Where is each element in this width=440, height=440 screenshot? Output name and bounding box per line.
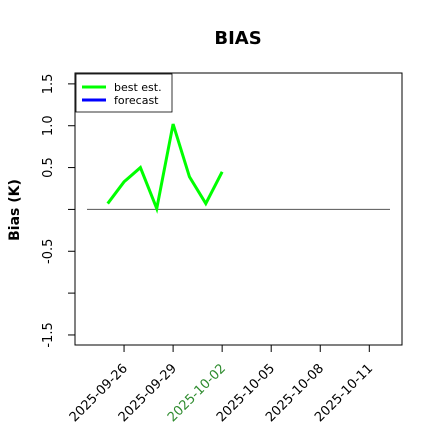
legend-box <box>75 73 173 113</box>
legend-label: forecast <box>114 94 159 107</box>
series-line <box>106 123 224 214</box>
y-tick-label: 1.0 <box>41 115 56 136</box>
legend-label: best est. <box>114 81 162 94</box>
y-tick-label: 1.5 <box>41 74 56 95</box>
chart-title: BIAS <box>214 28 261 49</box>
y-axis-label: Bias (K) <box>7 179 23 241</box>
y-tick-label: -0.5 <box>41 239 56 264</box>
y-tick-label: 0.5 <box>41 157 56 178</box>
y-tick-label: -1.5 <box>41 322 56 347</box>
